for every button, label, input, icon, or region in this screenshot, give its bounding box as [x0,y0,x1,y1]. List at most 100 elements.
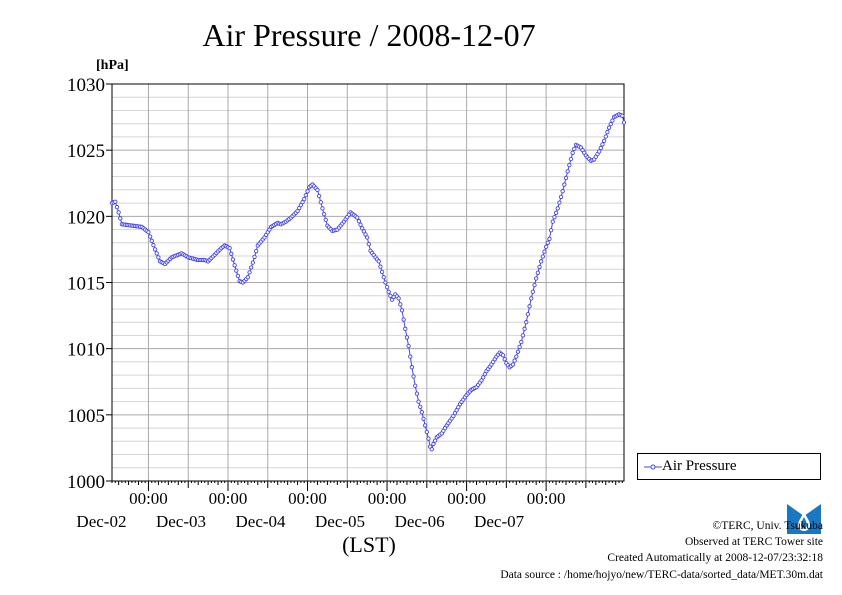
x-tick-label: 00:00 [368,489,407,508]
data-point [318,200,323,205]
data-point [552,215,557,220]
data-point [113,199,118,204]
data-point [605,129,610,135]
data-point [572,146,577,151]
data-point [424,429,429,435]
series-air-pressure [109,112,627,452]
data-point [323,217,328,223]
data-point [432,438,438,443]
data-point [156,255,161,260]
data-point [550,219,555,224]
credit-source: Data source : /home/hojyo/new/TERC-data/… [500,568,823,581]
data-point [401,317,406,322]
legend-label-air-pressure: Air Pressure [662,458,737,474]
y-tick-label: 1000 [67,472,105,493]
data-point [525,312,531,317]
data-point [358,222,363,227]
data-point [601,138,607,144]
x-tick-date-label: Dec-06 [395,512,445,531]
data-point [254,249,259,254]
data-point [547,236,552,241]
data-point [562,182,567,187]
data-point [529,296,534,301]
data-point [315,187,320,193]
data-point [567,163,572,168]
x-tick-label: 00:00 [209,489,248,508]
data-point [386,289,391,294]
data-point [421,416,426,421]
data-point [381,275,386,280]
data-point [522,326,527,331]
data-point [396,296,401,301]
data-point [535,270,540,275]
data-point [565,169,570,174]
data-point [481,375,486,380]
data-point [252,254,257,260]
data-point [545,240,550,245]
data-point [608,121,613,127]
data-point [512,358,517,363]
legend-swatch-air-pressure [644,464,662,470]
data-point [532,282,537,288]
x-tick-date-label: Dec-03 [156,512,206,531]
credit-observed: Observed at TERC Tower site [684,536,823,549]
y-tick-label: 1020 [67,207,105,228]
data-point [555,206,560,211]
data-point [147,234,153,239]
data-point [418,404,423,410]
data-point [553,210,559,215]
x-tick-label: 00:00 [129,489,168,508]
data-point [355,215,360,220]
data-point [542,249,547,254]
data-point [524,320,529,325]
data-point [356,219,362,224]
data-point [229,251,234,256]
data-point [517,344,522,350]
data-point [557,200,562,205]
x-tick-label: 00:00 [447,489,486,508]
data-point [479,378,484,383]
data-point [515,349,521,354]
data-point [152,247,158,252]
data-point [250,260,255,265]
data-point [416,399,421,404]
x-tick-label: 00:00 [288,489,327,508]
data-point [598,145,603,151]
data-point [376,259,381,264]
data-point [534,276,539,281]
y-tick-label: 1010 [67,340,105,361]
data-point [383,280,388,285]
x-tick-date-label: Dec-05 [315,512,365,531]
x-tick-date-label: Dec-04 [236,512,287,531]
data-point [230,257,236,262]
grid-lines [112,84,624,481]
data-point [227,245,232,251]
data-point [539,259,544,264]
data-point [620,113,625,118]
data-point [568,156,574,162]
data-point [321,211,327,217]
data-point [316,193,322,199]
y-tick-label: 1030 [67,75,105,96]
x-tick-date-label: Dec-07 [474,512,525,531]
data-point [404,335,410,340]
y-tick-label: 1015 [67,274,105,295]
data-point [366,241,371,247]
data-point [360,226,365,231]
data-point [114,204,120,210]
data-point [118,216,123,221]
data-point [398,302,403,307]
data-point [149,238,154,243]
data-point [431,441,436,447]
data-point [245,275,251,280]
y-axis-ticks: 1000 1005 1010 1015 1020 1025 1030 [67,75,112,493]
data-point [560,189,565,194]
data-point [384,284,390,290]
legend: Air Pressure [637,453,821,480]
terc-logo [787,504,821,534]
data-point [419,410,424,415]
data-point [621,120,627,125]
y-tick-label: 1005 [67,406,105,427]
chart-title: Air Pressure / 2008-12-07 [202,17,535,53]
